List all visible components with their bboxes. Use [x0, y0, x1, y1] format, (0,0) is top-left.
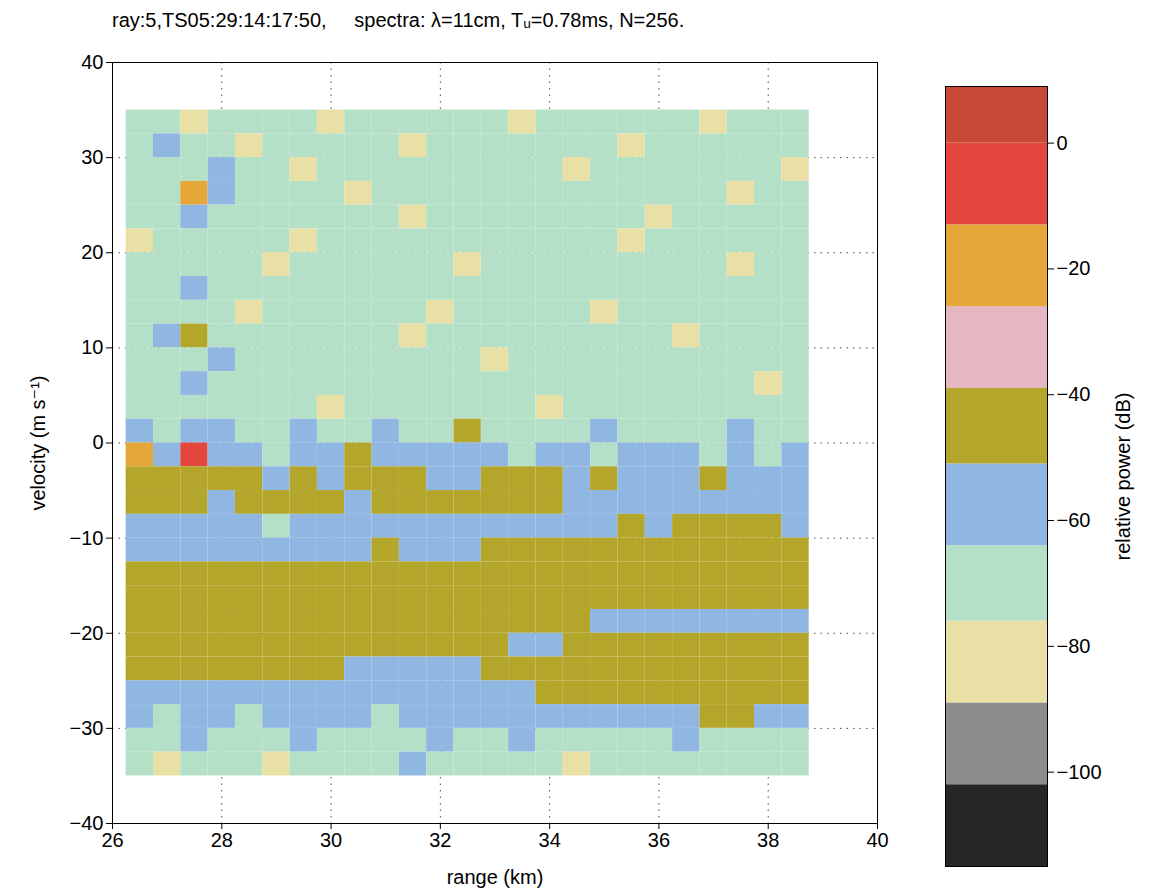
- svg-text:range (km): range (km): [447, 866, 544, 888]
- svg-text:−40: −40: [70, 812, 104, 834]
- svg-text:40: 40: [866, 829, 888, 851]
- svg-text:−30: −30: [70, 717, 104, 739]
- svg-text:relative power (dB): relative power (dB): [1112, 393, 1134, 561]
- svg-text:40: 40: [81, 51, 103, 73]
- svg-text:velocity (m s⁻¹): velocity (m s⁻¹): [27, 376, 49, 511]
- svg-text:38: 38: [757, 829, 779, 851]
- svg-text:−20: −20: [70, 622, 104, 644]
- svg-text:34: 34: [539, 829, 561, 851]
- svg-text:32: 32: [429, 829, 451, 851]
- svg-text:−20: −20: [1057, 257, 1091, 279]
- svg-text:0: 0: [92, 431, 103, 453]
- svg-text:−60: −60: [1057, 509, 1091, 531]
- svg-text:0: 0: [1057, 132, 1068, 154]
- svg-text:−10: −10: [70, 527, 104, 549]
- svg-text:−40: −40: [1057, 383, 1091, 405]
- svg-text:30: 30: [81, 146, 103, 168]
- html-text:ray:5,TS05:29:14:17:50, spectr: ray:5,TS05:29:14:17:50, spectra: λ=11cm,…: [112, 9, 685, 31]
- svg-text:30: 30: [320, 829, 342, 851]
- svg-text:28: 28: [211, 829, 233, 851]
- svg-text:10: 10: [81, 336, 103, 358]
- svg-text:−100: −100: [1057, 761, 1102, 783]
- svg-text:36: 36: [648, 829, 670, 851]
- svg-text:26: 26: [101, 829, 123, 851]
- svg-text:−80: −80: [1057, 635, 1091, 657]
- svg-text:20: 20: [81, 241, 103, 263]
